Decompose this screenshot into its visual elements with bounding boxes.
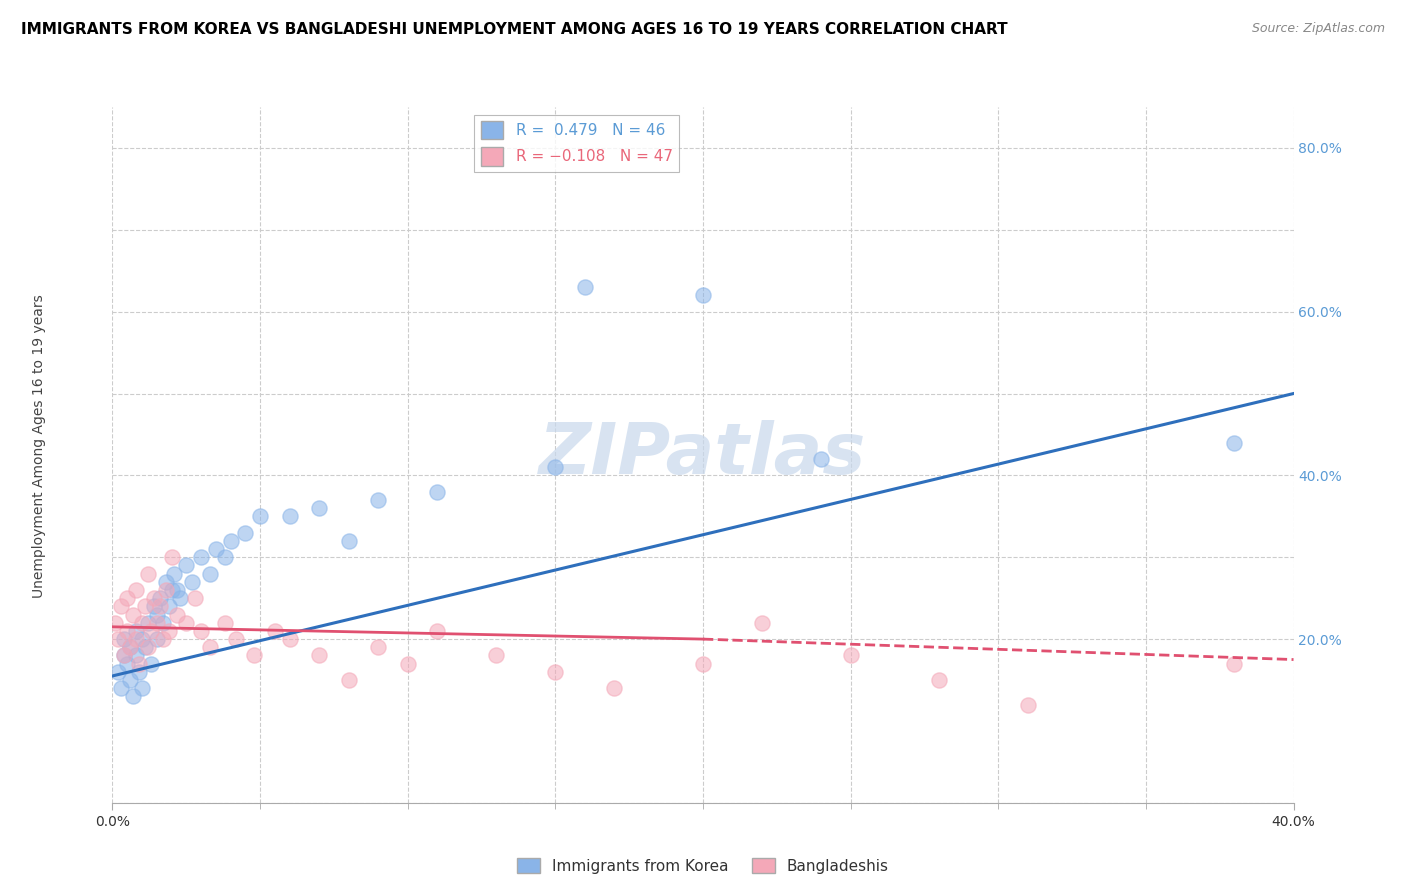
Point	[107, 632, 129, 646]
Point	[190, 624, 212, 638]
Text: Source: ZipAtlas.com: Source: ZipAtlas.com	[1251, 22, 1385, 36]
Point	[120, 640, 142, 655]
Point	[249, 509, 271, 524]
Point	[122, 607, 145, 622]
Legend: Immigrants from Korea, Bangladeshis: Immigrants from Korea, Bangladeshis	[510, 852, 896, 880]
Point	[128, 665, 150, 679]
Point	[142, 599, 165, 614]
Point	[264, 624, 287, 638]
Point	[544, 665, 567, 679]
Point	[190, 550, 212, 565]
Point	[139, 624, 162, 638]
Point	[131, 615, 153, 630]
Point	[125, 624, 148, 638]
Point	[110, 681, 132, 696]
Point	[155, 582, 177, 597]
Point	[219, 533, 242, 548]
Point	[117, 591, 138, 606]
Point	[139, 657, 162, 671]
Point	[166, 582, 188, 597]
Point	[839, 648, 862, 663]
Point	[233, 525, 256, 540]
Point	[122, 690, 145, 704]
Point	[152, 632, 174, 646]
Point	[198, 640, 221, 655]
Point	[544, 460, 567, 475]
Point	[112, 632, 135, 646]
Point	[692, 657, 714, 671]
Point	[120, 673, 142, 687]
Point	[149, 591, 172, 606]
Point	[396, 657, 419, 671]
Point	[225, 632, 247, 646]
Point	[308, 501, 330, 516]
Point	[104, 615, 127, 630]
Text: Unemployment Among Ages 16 to 19 years: Unemployment Among Ages 16 to 19 years	[32, 294, 46, 598]
Point	[107, 665, 129, 679]
Point	[112, 648, 135, 663]
Point	[134, 640, 156, 655]
Point	[603, 681, 626, 696]
Point	[198, 566, 221, 581]
Point	[214, 550, 236, 565]
Point	[163, 566, 186, 581]
Point	[125, 648, 148, 663]
Point	[117, 624, 138, 638]
Point	[160, 582, 183, 597]
Point	[1223, 657, 1246, 671]
Point	[149, 599, 172, 614]
Point	[426, 484, 449, 499]
Point	[337, 533, 360, 548]
Point	[112, 648, 135, 663]
Point	[131, 681, 153, 696]
Point	[136, 640, 159, 655]
Point	[751, 615, 773, 630]
Point	[928, 673, 950, 687]
Point	[160, 550, 183, 565]
Point	[278, 632, 301, 646]
Point	[810, 452, 832, 467]
Point	[574, 280, 596, 294]
Point	[157, 624, 180, 638]
Point	[278, 509, 301, 524]
Point	[136, 566, 159, 581]
Point	[155, 574, 177, 589]
Text: IMMIGRANTS FROM KOREA VS BANGLADESHI UNEMPLOYMENT AMONG AGES 16 TO 19 YEARS CORR: IMMIGRANTS FROM KOREA VS BANGLADESHI UNE…	[21, 22, 1008, 37]
Point	[134, 599, 156, 614]
Point	[308, 648, 330, 663]
Point	[1017, 698, 1039, 712]
Point	[1223, 435, 1246, 450]
Point	[337, 673, 360, 687]
Point	[157, 599, 180, 614]
Point	[426, 624, 449, 638]
Point	[367, 640, 389, 655]
Point	[142, 591, 165, 606]
Point	[128, 657, 150, 671]
Point	[110, 599, 132, 614]
Legend: R =  0.479   N = 46, R = −0.108   N = 47: R = 0.479 N = 46, R = −0.108 N = 47	[474, 115, 679, 172]
Point	[146, 615, 169, 630]
Point	[125, 582, 148, 597]
Point	[117, 657, 138, 671]
Point	[174, 615, 197, 630]
Point	[214, 615, 236, 630]
Point	[367, 492, 389, 507]
Point	[120, 640, 142, 655]
Point	[184, 591, 207, 606]
Point	[152, 615, 174, 630]
Point	[169, 591, 191, 606]
Point	[205, 542, 228, 557]
Point	[692, 288, 714, 302]
Point	[131, 632, 153, 646]
Point	[243, 648, 266, 663]
Point	[174, 558, 197, 573]
Point	[485, 648, 508, 663]
Point	[181, 574, 204, 589]
Point	[146, 607, 169, 622]
Point	[146, 632, 169, 646]
Point	[125, 632, 148, 646]
Point	[166, 607, 188, 622]
Point	[136, 615, 159, 630]
Text: ZIPatlas: ZIPatlas	[540, 420, 866, 490]
